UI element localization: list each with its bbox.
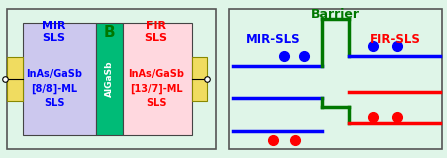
Text: B: B: [104, 24, 115, 40]
Bar: [96, 23, 123, 135]
Text: InAs/GaSb
[8/8]-ML
SLS: InAs/GaSb [8/8]-ML SLS: [26, 69, 82, 108]
Bar: [7, 57, 23, 101]
Text: AlGaSb: AlGaSb: [105, 61, 114, 97]
Bar: [23, 23, 96, 135]
Text: FIR
SLS: FIR SLS: [145, 21, 168, 43]
Text: Barrier: Barrier: [311, 8, 360, 21]
Text: FIR-SLS: FIR-SLS: [370, 33, 421, 46]
Bar: [123, 23, 192, 135]
Text: MIR-SLS: MIR-SLS: [246, 33, 300, 46]
Text: InAs/GaSb
[13/7]-ML
SLS: InAs/GaSb [13/7]-ML SLS: [128, 69, 184, 108]
Bar: [192, 57, 207, 101]
Text: MIR
SLS: MIR SLS: [42, 21, 66, 43]
